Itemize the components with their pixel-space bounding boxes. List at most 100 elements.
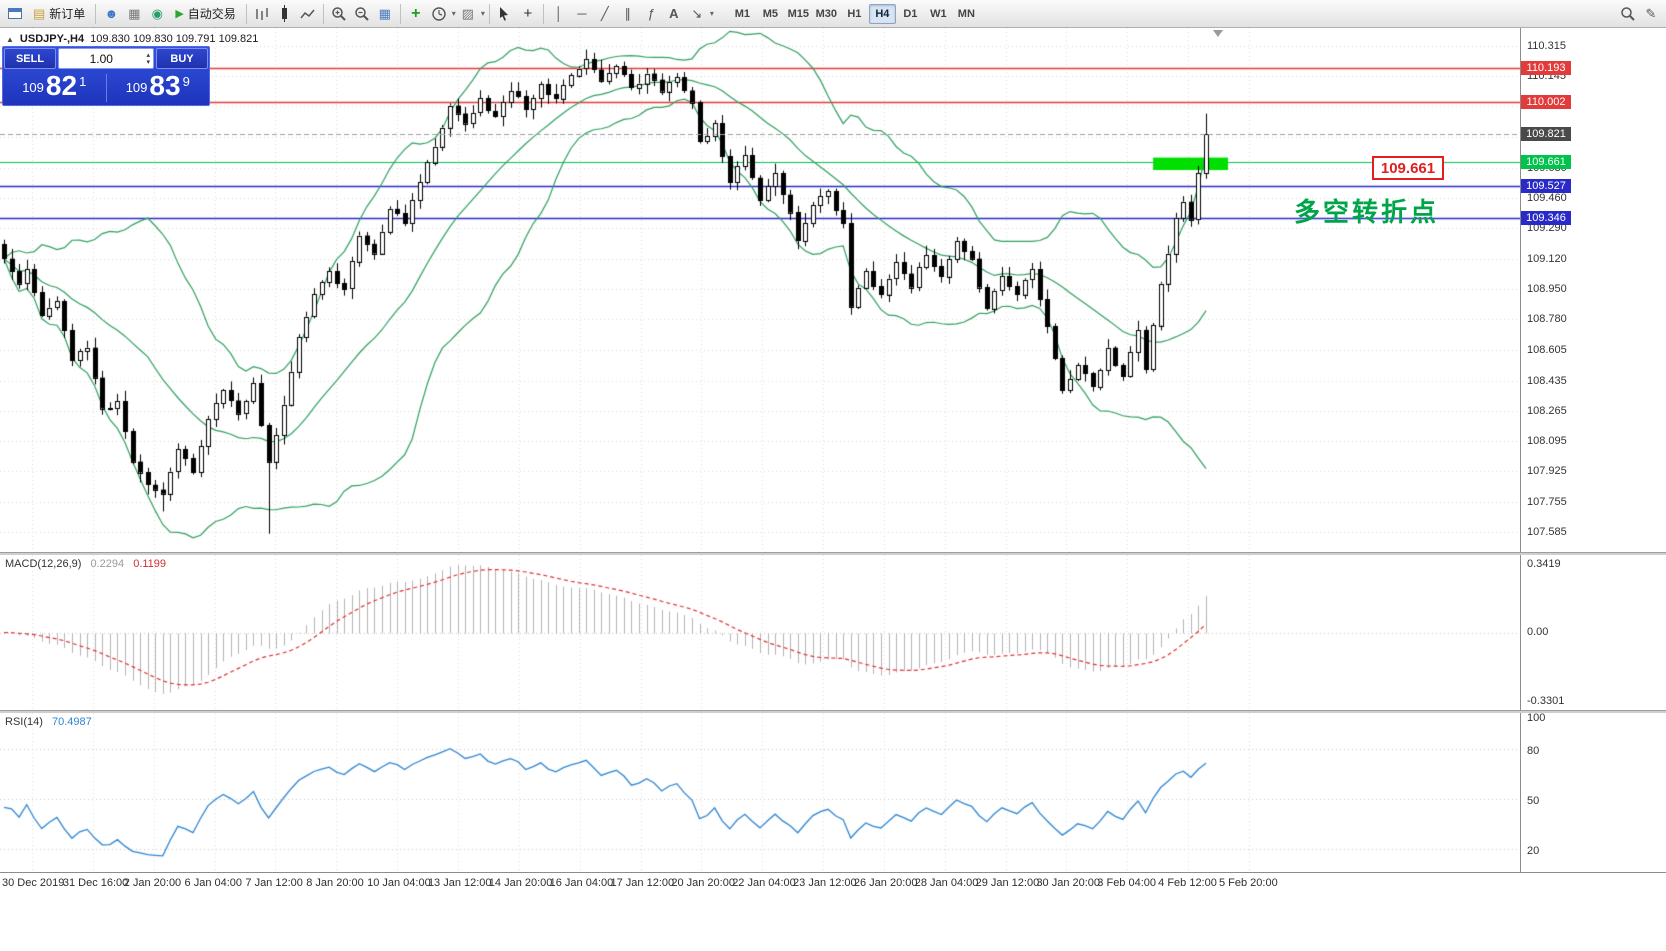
macd-axis-label: -0.3301	[1527, 695, 1565, 707]
cursor-icon[interactable]	[494, 3, 516, 25]
bar-chart-icon[interactable]	[251, 3, 273, 25]
user-profile-icon[interactable]: ☻	[104, 6, 119, 21]
autotrading-label: 自动交易	[187, 7, 236, 21]
macd-panel-canvas[interactable]	[0, 555, 1520, 710]
horizontal-line-icon[interactable]: ─	[577, 6, 587, 21]
price-axis-tick: 107.755	[1527, 495, 1567, 508]
timeframe-m30[interactable]: M30	[813, 4, 840, 24]
tile-windows-icon[interactable]: ▦	[378, 5, 391, 21]
rsi-panel-canvas[interactable]	[0, 713, 1520, 872]
market-watch-icon[interactable]: ◉	[151, 5, 163, 21]
one-click-trading-panel: SELL ▴▾ BUY 109 82 1 109 83 9	[2, 46, 210, 106]
search-icon[interactable]	[1617, 3, 1639, 25]
arrows-caret-icon[interactable]: ▾	[709, 9, 714, 18]
chart-layout-icon[interactable]: ▦	[128, 5, 141, 21]
vertical-line-icon[interactable]: │	[554, 6, 563, 21]
chart-symbol-header: ▲ USDJPY-,H4 109.830 109.830 109.791 109…	[6, 33, 258, 45]
timeframe-toolbar: M1 M5 M15 M30 H1 H4 D1 W1 MN	[729, 3, 980, 24]
volume-input[interactable]	[59, 51, 144, 66]
time-axis-label: 13 Jan 12:00	[427, 877, 492, 889]
time-axis-label: 30 Jan 20:00	[1036, 877, 1101, 889]
crosshair-icon[interactable]: +	[523, 5, 533, 22]
rsi-axis-label: 50	[1527, 795, 1540, 807]
new-order-button[interactable]: ▤ 新订单	[27, 3, 91, 25]
price-badge: 109.527	[1521, 179, 1571, 194]
zoom-in-icon[interactable]	[328, 3, 350, 25]
chart-shift-marker[interactable]	[1213, 30, 1223, 37]
line-chart-icon[interactable]	[297, 3, 319, 25]
timeframe-h4[interactable]: H4	[868, 3, 896, 24]
price-axis-tick: 109.120	[1527, 252, 1567, 265]
price-axis-tick: 107.585	[1527, 525, 1567, 538]
timeframe-m5[interactable]: M5	[757, 4, 784, 24]
time-axis-label: 3 Feb 04:00	[1097, 877, 1157, 889]
periods-icon[interactable]	[428, 3, 450, 25]
volume-spinner[interactable]: ▴ ▾	[146, 51, 150, 66]
text-label-icon[interactable]: A	[669, 6, 679, 21]
panel-separator[interactable]	[0, 710, 1666, 713]
time-axis-label: 4 Feb 12:00	[1158, 877, 1217, 889]
macd-indicator-label: MACD(12,26,9) 0.2294 0.1199	[5, 558, 167, 570]
symbol-period-label: USDJPY-,H4	[19, 33, 85, 45]
price-note-box[interactable]: 109.661	[1372, 156, 1444, 180]
timeframe-w1[interactable]: W1	[925, 4, 952, 24]
templates-icon[interactable]: ▨	[461, 5, 474, 21]
price-axis-tick: 108.950	[1527, 282, 1567, 295]
panel-separator[interactable]	[0, 552, 1666, 555]
autotrading-icon: ▶	[175, 8, 184, 20]
rsi-value: 70.4987	[51, 716, 92, 728]
timeframe-d1[interactable]: D1	[897, 4, 924, 24]
time-axis-label: 8 Jan 20:00	[306, 877, 364, 889]
price-badge: 110.002	[1521, 94, 1571, 109]
fibonacci-icon[interactable]: ƒ	[647, 6, 655, 21]
periods-caret-icon[interactable]: ▾	[451, 9, 456, 18]
price-badge: 109.346	[1521, 211, 1571, 226]
trendline-icon[interactable]: ╱	[600, 5, 609, 21]
time-axis-label: 26 Jan 20:00	[853, 877, 918, 889]
new-order-icon: ▤	[33, 5, 46, 21]
time-axis[interactable]	[0, 872, 1666, 951]
main-chart-canvas[interactable]	[0, 28, 1520, 552]
price-axis-tick: 110.315	[1527, 39, 1566, 52]
autotrading-button[interactable]: ▶ 自动交易	[169, 3, 241, 25]
macd-signal-value: 0.1199	[133, 558, 167, 570]
chinese-annotation[interactable]: 多空转折点	[1294, 198, 1440, 228]
price-axis-tick: 108.095	[1527, 435, 1567, 448]
time-axis-label: 7 Jan 12:00	[245, 877, 303, 889]
collapse-arrow-icon[interactable]: ▲	[6, 34, 14, 44]
time-axis-label: 20 Jan 20:00	[671, 877, 735, 889]
timeframe-h1[interactable]: H1	[841, 4, 868, 24]
equidistant-channel-icon[interactable]: ∥	[624, 5, 632, 21]
edit-icon[interactable]: ✎	[1645, 5, 1657, 21]
timeframe-m15[interactable]: M15	[785, 4, 812, 24]
indicators-icon[interactable]: +	[411, 4, 421, 22]
charts-window-icon[interactable]	[4, 3, 26, 25]
time-axis-label: 5 Feb 20:00	[1219, 877, 1278, 889]
price-badge: 109.821	[1521, 126, 1571, 141]
buy-price[interactable]: 109 83 9	[125, 70, 190, 101]
candlestick-chart-icon[interactable]	[274, 3, 296, 25]
templates-caret-icon[interactable]: ▾	[480, 9, 485, 18]
price-badge: 110.193	[1521, 60, 1571, 75]
time-axis-label: 10 Jan 04:00	[367, 877, 431, 889]
price-axis-tick: 108.780	[1527, 313, 1567, 326]
sell-button[interactable]: SELL	[4, 48, 56, 69]
time-axis-label: 29 Jan 12:00	[975, 877, 1040, 889]
time-axis-label: 30 Dec 2019	[2, 877, 65, 889]
toolbar: ▤ 新订单 ☻ ▦ ◉ ▶ 自动交易 ▦ + ▾ ▨ ▾	[0, 0, 1666, 28]
rsi-axis-label: 80	[1527, 745, 1540, 758]
timeframe-m1[interactable]: M1	[729, 4, 756, 24]
time-axis-label: 6 Jan 04:00	[184, 877, 243, 889]
rsi-axis-label: 100	[1527, 712, 1546, 724]
ohlc-values: 109.830 109.830 109.791 109.821	[90, 33, 259, 45]
sell-price[interactable]: 109 82 1	[22, 70, 87, 101]
price-axis-tick: 108.435	[1527, 374, 1567, 387]
zoom-out-icon[interactable]	[351, 3, 373, 25]
volume-field: ▴▾	[58, 48, 154, 69]
price-badge: 109.661	[1521, 155, 1571, 170]
timeframe-mn[interactable]: MN	[953, 4, 980, 24]
buy-button[interactable]: BUY	[156, 48, 208, 69]
arrows-icon[interactable]: ↘	[691, 5, 703, 21]
time-axis-label: 16 Jan 04:00	[549, 877, 614, 889]
